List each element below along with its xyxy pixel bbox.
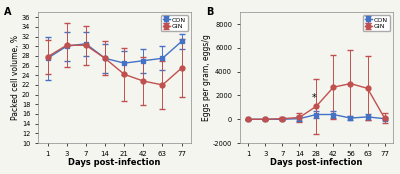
- Text: B: B: [206, 7, 214, 17]
- X-axis label: Days post-infection: Days post-infection: [68, 158, 161, 167]
- Legend: CON, GIN: CON, GIN: [363, 15, 390, 31]
- X-axis label: Days post-infection: Days post-infection: [270, 158, 362, 167]
- Legend: CON, GIN: CON, GIN: [161, 15, 188, 31]
- Text: A: A: [4, 7, 12, 17]
- Y-axis label: Eggs per gram, eggs/g: Eggs per gram, eggs/g: [202, 34, 211, 121]
- Text: *: *: [312, 93, 316, 103]
- Y-axis label: Packed cell volume, %: Packed cell volume, %: [12, 35, 20, 120]
